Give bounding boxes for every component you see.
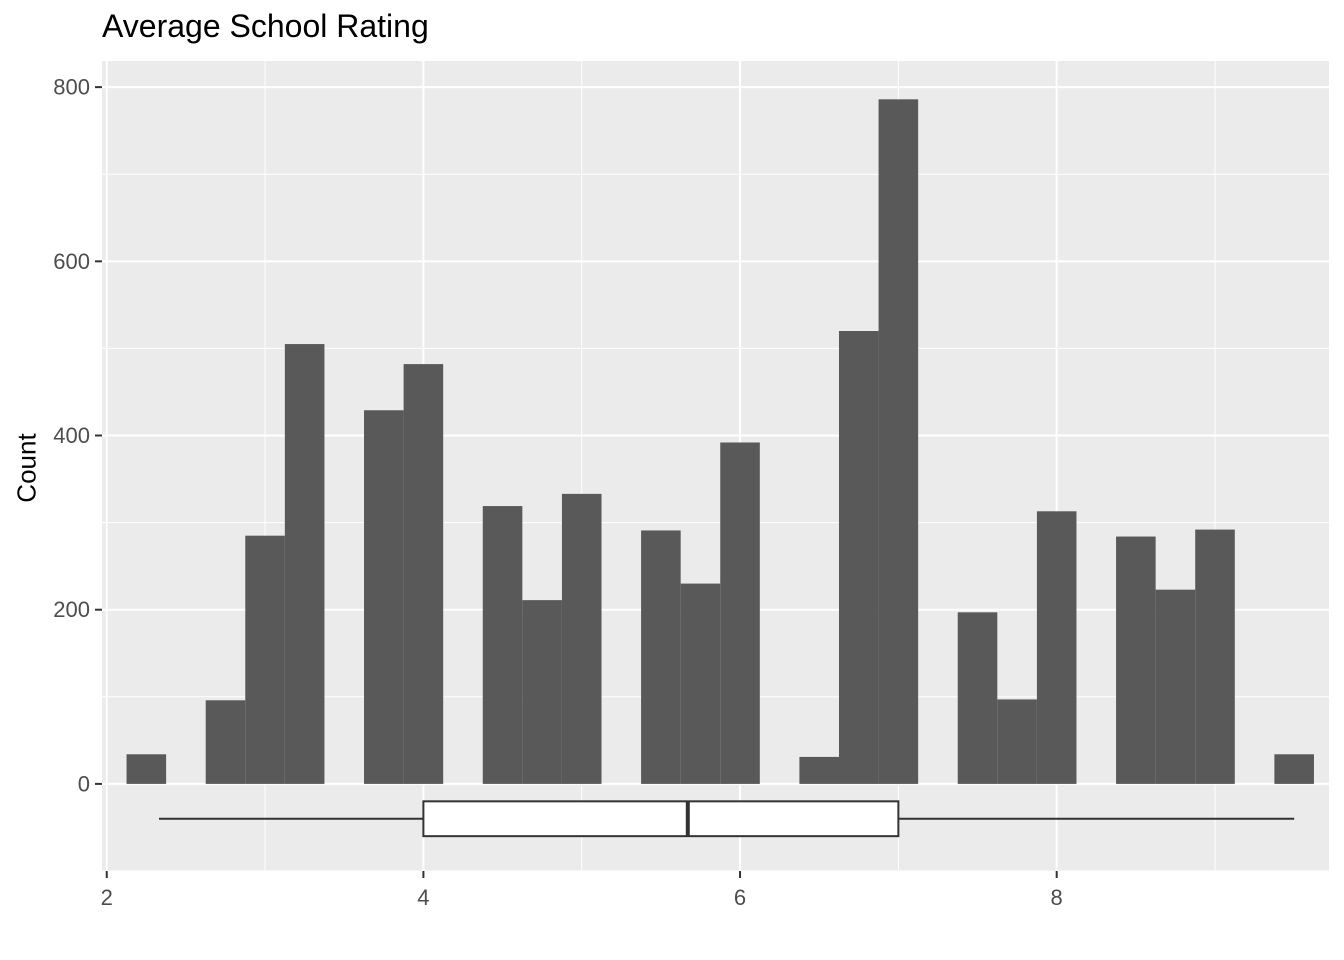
histogram-bar (1036, 511, 1077, 784)
histogram-bar (1116, 536, 1156, 784)
histogram-bar (720, 442, 760, 784)
y-tick-label: 0 (78, 771, 90, 796)
histogram-bar (957, 612, 998, 784)
histogram-bar (205, 700, 246, 784)
histogram-bar (1195, 529, 1235, 784)
histogram-bar (522, 600, 562, 784)
histogram-bar (245, 535, 285, 784)
chart-title: Average School Rating (102, 8, 429, 44)
x-tick-label: 6 (734, 885, 746, 910)
boxplot-box (422, 800, 900, 838)
histogram-bar (126, 754, 167, 784)
histogram-bar (284, 344, 325, 784)
histogram-bar (680, 583, 721, 784)
histogram-bar (482, 506, 523, 784)
histogram-bar (561, 493, 602, 784)
x-tick-label: 8 (1051, 885, 1063, 910)
x-tick-label: 2 (101, 885, 113, 910)
y-tick-label: 600 (53, 249, 90, 274)
histogram-bar (1155, 589, 1196, 784)
y-tick-label: 200 (53, 597, 90, 622)
histogram-bar (641, 530, 681, 784)
y-tick-label: 400 (53, 423, 90, 448)
histogram-bar (364, 410, 404, 784)
histogram-bar (403, 364, 444, 784)
histogram-bar (799, 756, 839, 784)
histogram-bar (838, 331, 879, 784)
y-tick-label: 800 (53, 75, 90, 100)
histogram-bar (878, 99, 919, 784)
histogram-bar (997, 699, 1037, 784)
histogram-bar (1274, 754, 1314, 784)
x-tick-label: 4 (417, 885, 429, 910)
